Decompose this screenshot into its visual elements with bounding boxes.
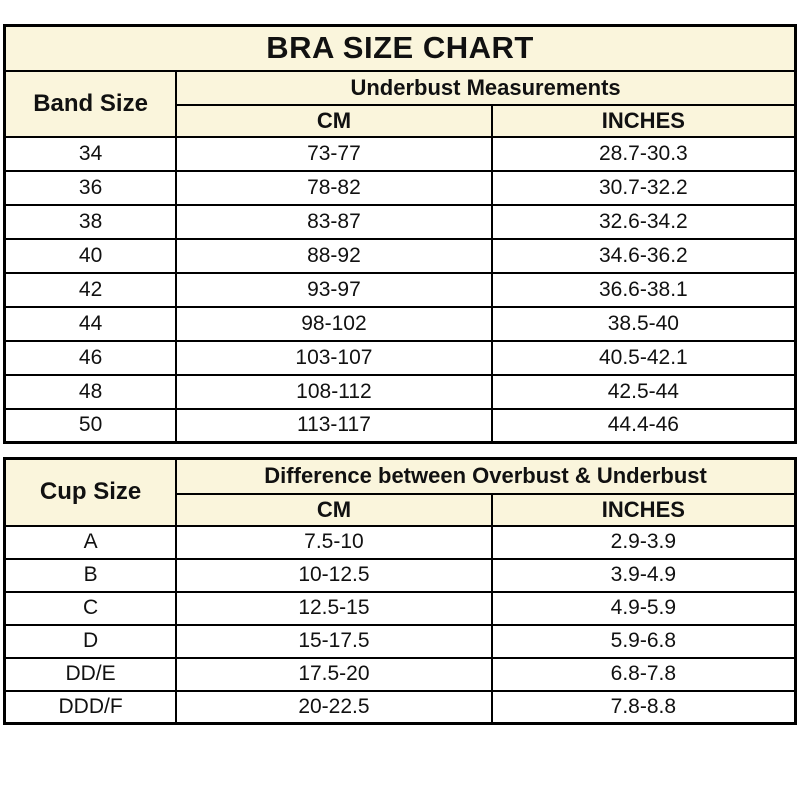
inches-column-header: INCHES bbox=[490, 492, 797, 527]
cup-size-value: D bbox=[3, 623, 178, 659]
table-row: 38 83-87 32.6-34.2 bbox=[3, 203, 797, 240]
table-row: 44 98-102 38.5-40 bbox=[3, 305, 797, 342]
band-cm-range: 103-107 bbox=[175, 339, 493, 376]
band-inches-range: 44.4-46 bbox=[490, 407, 797, 444]
cup-size-value: A bbox=[3, 524, 178, 560]
table-row: B 10-12.5 3.9-4.9 bbox=[3, 557, 797, 593]
band-inches-range: 34.6-36.2 bbox=[490, 237, 797, 274]
band-inches-range: 32.6-34.2 bbox=[490, 203, 797, 240]
band-inches-range: 42.5-44 bbox=[490, 373, 797, 410]
cup-size-value: DD/E bbox=[3, 656, 178, 692]
band-group-header-row: Band Size Underbust Measurements bbox=[3, 69, 797, 138]
cup-cm-range: 20-22.5 bbox=[175, 689, 493, 725]
difference-group-header: Difference between Overbust & Underbust bbox=[175, 457, 797, 495]
band-cm-range: 113-117 bbox=[175, 407, 493, 444]
cup-cm-range: 7.5-10 bbox=[175, 524, 493, 560]
cup-size-value: C bbox=[3, 590, 178, 626]
band-size-value: 46 bbox=[3, 339, 178, 376]
table-row: 42 93-97 36.6-38.1 bbox=[3, 271, 797, 308]
cup-cm-range: 15-17.5 bbox=[175, 623, 493, 659]
table-row: C 12.5-15 4.9-5.9 bbox=[3, 590, 797, 626]
cup-cm-range: 10-12.5 bbox=[175, 557, 493, 593]
table-row: DD/E 17.5-20 6.8-7.8 bbox=[3, 656, 797, 692]
cm-column-header: CM bbox=[175, 492, 493, 527]
band-cm-range: 108-112 bbox=[175, 373, 493, 410]
band-size-value: 50 bbox=[3, 407, 178, 444]
band-inches-range: 28.7-30.3 bbox=[490, 135, 797, 172]
band-size-value: 44 bbox=[3, 305, 178, 342]
band-size-value: 40 bbox=[3, 237, 178, 274]
table-row: DDD/F 20-22.5 7.8-8.8 bbox=[3, 689, 797, 725]
cup-size-table: Cup Size Difference between Overbust & U… bbox=[3, 457, 797, 725]
cup-cm-range: 12.5-15 bbox=[175, 590, 493, 626]
cup-inches-range: 2.9-3.9 bbox=[490, 524, 797, 560]
inches-column-header: INCHES bbox=[490, 103, 797, 138]
band-inches-range: 38.5-40 bbox=[490, 305, 797, 342]
band-column-header-row: CM INCHES bbox=[5, 103, 797, 138]
cup-size-value: DDD/F bbox=[3, 689, 178, 725]
table-row: A 7.5-10 2.9-3.9 bbox=[3, 524, 797, 560]
table-row: 50 113-117 44.4-46 bbox=[3, 407, 797, 444]
band-cm-range: 73-77 bbox=[175, 135, 493, 172]
band-cm-range: 98-102 bbox=[175, 305, 493, 342]
band-inches-range: 36.6-38.1 bbox=[490, 271, 797, 308]
page-title: BRA SIZE CHART bbox=[3, 24, 797, 72]
cup-inches-range: 7.8-8.8 bbox=[490, 689, 797, 725]
cup-size-value: B bbox=[3, 557, 178, 593]
table-row: 40 88-92 34.6-36.2 bbox=[3, 237, 797, 274]
cup-cm-range: 17.5-20 bbox=[175, 656, 493, 692]
band-cm-range: 93-97 bbox=[175, 271, 493, 308]
cup-inches-range: 4.9-5.9 bbox=[490, 590, 797, 626]
cup-inches-range: 5.9-6.8 bbox=[490, 623, 797, 659]
cup-inches-range: 3.9-4.9 bbox=[490, 557, 797, 593]
table-row: 36 78-82 30.7-32.2 bbox=[3, 169, 797, 206]
table-row: D 15-17.5 5.9-6.8 bbox=[3, 623, 797, 659]
band-cm-range: 88-92 bbox=[175, 237, 493, 274]
table-row: 34 73-77 28.7-30.3 bbox=[3, 135, 797, 172]
band-size-value: 36 bbox=[3, 169, 178, 206]
band-inches-range: 30.7-32.2 bbox=[490, 169, 797, 206]
cup-group-header-row: Cup Size Difference between Overbust & U… bbox=[3, 457, 797, 527]
band-inches-range: 40.5-42.1 bbox=[490, 339, 797, 376]
bra-size-chart: BRA SIZE CHART Band Size Underbust Measu… bbox=[3, 24, 797, 725]
cup-inches-range: 6.8-7.8 bbox=[490, 656, 797, 692]
cup-size-header: Cup Size bbox=[3, 457, 178, 527]
band-size-value: 48 bbox=[3, 373, 178, 410]
table-row: 46 103-107 40.5-42.1 bbox=[3, 339, 797, 376]
band-cm-range: 83-87 bbox=[175, 203, 493, 240]
band-size-value: 42 bbox=[3, 271, 178, 308]
band-cm-range: 78-82 bbox=[175, 169, 493, 206]
cup-column-header-row: CM INCHES bbox=[5, 492, 797, 527]
table-row: 48 108-112 42.5-44 bbox=[3, 373, 797, 410]
chart-title-row: BRA SIZE CHART bbox=[3, 24, 797, 72]
band-size-value: 38 bbox=[3, 203, 178, 240]
cm-column-header: CM bbox=[175, 103, 493, 138]
underbust-group-header: Underbust Measurements bbox=[175, 69, 797, 106]
band-size-header: Band Size bbox=[3, 69, 178, 138]
band-size-value: 34 bbox=[3, 135, 178, 172]
band-size-table: BRA SIZE CHART Band Size Underbust Measu… bbox=[3, 24, 797, 444]
